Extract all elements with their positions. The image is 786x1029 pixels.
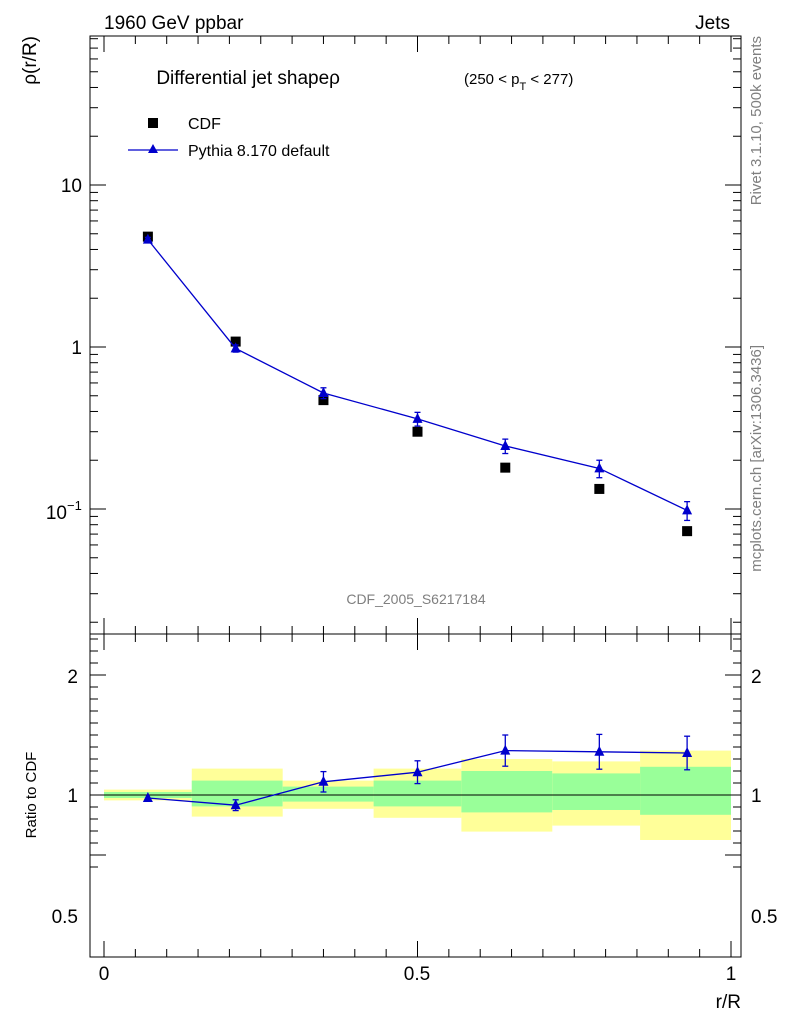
legend-marker-pythia [148, 144, 158, 153]
legend-label-cdf: CDF [188, 116, 221, 133]
ratio-y-tick-label-2-left: 2 [67, 667, 78, 688]
legend: CDF Pythia 8.170 default [128, 116, 330, 160]
cdf-point [318, 395, 329, 406]
main-title-sub: (250 < pT < 277) [464, 71, 573, 93]
ratio-ylabel: Ratio to CDF [23, 752, 40, 839]
cdf-point [594, 483, 605, 494]
ratio-y-tick-label-1-left: 1 [67, 786, 78, 807]
ratio-band-green [191, 780, 283, 807]
ratio-band-green [640, 766, 731, 815]
y-tick-label-exp: −1 [67, 498, 82, 513]
ratio-y-tick-label-0.5-left: 0.5 [52, 907, 78, 928]
ratio-band-green [282, 786, 374, 802]
ratio-frame [89, 633, 742, 958]
cdf-point [412, 426, 423, 437]
header-left: 1960 GeV ppbar [104, 13, 244, 34]
ratio-y-tick-label-1-right: 1 [751, 786, 762, 807]
ratio-pythia-point [318, 775, 329, 786]
pythia-point [500, 439, 511, 450]
pythia-point [142, 233, 153, 244]
y-tick-label-0.1: 10 [46, 503, 67, 524]
cdf-point [682, 526, 693, 537]
x-tick-label-1: 1 [726, 964, 737, 985]
mcplots-label: mcplots.cern.ch [arXiv:1306.3436] [748, 345, 765, 572]
ratio-pythia-point [594, 745, 605, 756]
y-tick-label-10: 10 [61, 176, 82, 197]
pythia-point [230, 342, 241, 353]
pythia-point [412, 412, 423, 423]
legend-label-pythia: Pythia 8.170 default [188, 143, 330, 160]
ratio-band-green [373, 780, 462, 807]
x-axis-label: r/R [716, 992, 741, 1013]
ratio-panel: Ratio to CDF 2 1 0.5 2 1 0.5 0 0.5 1 r/R [23, 633, 777, 1013]
pythia-line [147, 239, 688, 512]
main-axis-ticks [90, 36, 741, 634]
pythia-point [682, 504, 693, 515]
watermark: CDF_2005_S6217184 [346, 591, 486, 607]
ratio-pythia-point [500, 744, 511, 755]
x-tick-label-0: 0 [99, 964, 110, 985]
pythia-point [594, 462, 605, 473]
ratio-pythia-point [142, 792, 153, 802]
ratio-pythia-point [412, 766, 423, 777]
ratio-series [142, 733, 693, 812]
rivet-label: Rivet 3.1.10, 500k events [748, 36, 765, 205]
main-panel: Differential jet shapeρ (250 < pT < 277)… [20, 35, 742, 635]
ratio-pythia-point [682, 747, 693, 757]
ratio-y-tick-label-2-right: 2 [751, 667, 762, 688]
main-ylabel: ρ(r/R) [20, 36, 41, 85]
cdf-point [230, 336, 241, 347]
ratio-band-green [552, 773, 641, 810]
ratio-band-green [461, 771, 553, 813]
pythia-point [318, 387, 329, 398]
ratio-y-tick-label-0.5-right: 0.5 [751, 907, 777, 928]
ratio-axis-ticks [90, 634, 741, 957]
ratio-pythia-point [230, 799, 241, 810]
header-right: Jets [695, 13, 730, 34]
cdf-point [500, 462, 511, 473]
y-tick-label-1: 1 [71, 338, 82, 359]
x-tick-label-0.5: 0.5 [404, 964, 430, 985]
main-series [142, 231, 693, 537]
legend-marker-cdf [148, 118, 158, 128]
main-title: Differential jet shapeρ [156, 68, 340, 89]
